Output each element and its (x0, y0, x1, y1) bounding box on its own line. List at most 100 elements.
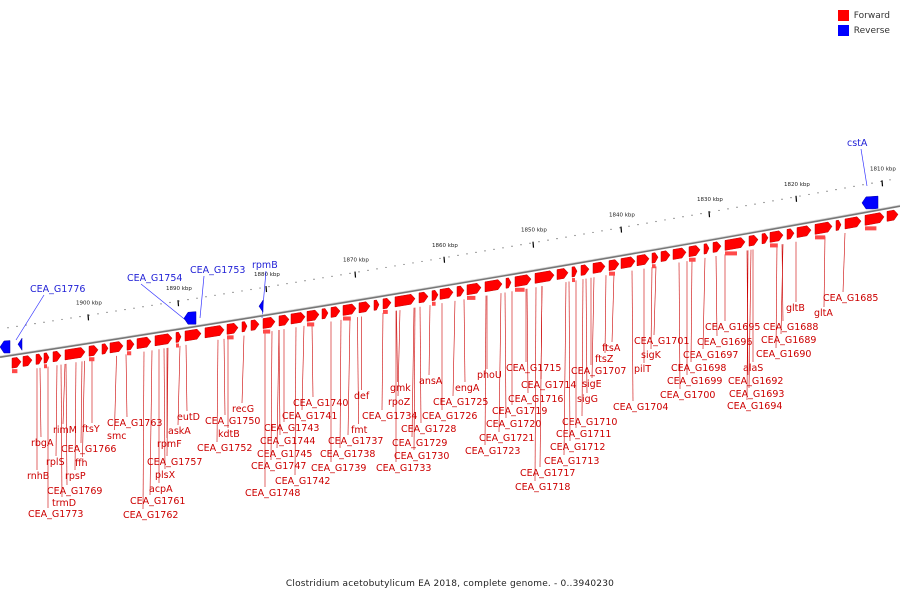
reverse-gene-label: cstA (847, 138, 868, 149)
scale-tick (443, 256, 446, 263)
scale-tick (87, 314, 90, 321)
forward-gene-label: CEA_G1750 (205, 416, 260, 427)
forward-leader-line (223, 338, 226, 416)
forward-leader-line (591, 277, 595, 379)
forward-gene-fragment (770, 243, 778, 248)
forward-leader-line (142, 351, 145, 510)
scale-minor-tick (574, 234, 576, 237)
forward-gene-arrow (651, 252, 659, 264)
scale-tick (354, 271, 357, 278)
reverse-leader-line (860, 148, 868, 187)
forward-gene-arrow (786, 228, 795, 240)
forward-gene-label: rbgA (31, 438, 54, 449)
scale-minor-tick (322, 277, 324, 279)
genome-backbone-highlight (0, 204, 900, 357)
forward-gene-arrow (241, 321, 248, 333)
forward-gene-label: CEA_G1773 (28, 509, 83, 520)
forward-leader-line (585, 278, 588, 394)
forward-gene-arrow (608, 259, 620, 271)
scale-minor-tick (808, 193, 810, 196)
scale-minor-tick (268, 285, 270, 288)
scale-minor-tick (457, 254, 459, 257)
forward-leader-line (397, 310, 401, 397)
forward-gene-label: CEA_G1761 (130, 496, 185, 507)
scale-minor-tick (286, 283, 288, 285)
forward-gene-arrow (636, 254, 650, 267)
scale-minor-tick (304, 280, 306, 282)
scale-minor-tick (646, 222, 648, 224)
forward-gene-label: CEA_G1717 (520, 468, 575, 479)
forward-leader-line (39, 367, 42, 438)
scale-tick-label: 1820 kbp (784, 182, 810, 188)
scale-minor-tick (439, 257, 441, 260)
reverse-gene-arrow (0, 340, 11, 354)
forward-gene-arrow (250, 319, 260, 331)
forward-gene-label: recG (232, 404, 254, 415)
scale-minor-tick (403, 263, 405, 266)
forward-gene-label: CEA_G1688 (763, 322, 818, 333)
reverse-leader-line (199, 275, 205, 319)
forward-leader-line (715, 255, 718, 337)
scale-minor-tick (475, 251, 477, 253)
scale-minor-tick (880, 180, 882, 183)
reverse-gene-arrow (861, 195, 879, 210)
forward-gene-label: CEA_G1716 (508, 394, 563, 405)
scale-minor-tick (52, 320, 54, 322)
forward-gene-fragment (44, 364, 47, 369)
forward-swatch (837, 10, 849, 21)
forward-gene-label: CEA_G1744 (260, 436, 315, 447)
forward-gene-arrow (22, 355, 33, 367)
forward-gene-label: CEA_G1697 (683, 350, 738, 361)
forward-leader-line (498, 293, 502, 433)
scale-minor-tick (466, 253, 468, 255)
forward-gene-label: CEA_G1714 (521, 380, 576, 391)
forward-leader-line (631, 270, 634, 402)
forward-leader-line (746, 250, 749, 376)
forward-leader-line (185, 344, 188, 412)
forward-leader-line (678, 262, 681, 390)
forward-gene-label: plsX (155, 470, 176, 481)
scale-minor-tick (673, 217, 675, 219)
forward-gene-fragment (263, 329, 271, 334)
forward-gene-label: CEA_G1700 (660, 390, 715, 401)
forward-gene-arrow (672, 247, 687, 260)
forward-leader-line (177, 345, 181, 426)
scale-minor-tick (871, 182, 873, 184)
forward-gene-label: CEA_G1701 (634, 336, 689, 347)
forward-leader-line (241, 335, 245, 404)
forward-leader-line (650, 267, 653, 350)
forward-gene-label: CEA_G1710 (562, 417, 617, 428)
forward-gene-label: acpA (149, 484, 173, 495)
forward-gene-label: CEA_G1734 (362, 411, 417, 422)
forward-gene-arrow (844, 216, 862, 230)
forward-gene-label: CEA_G1728 (401, 424, 456, 435)
forward-gene-label: engA (455, 383, 480, 394)
scale-minor-tick (799, 195, 801, 197)
label-leader-lines (15, 148, 868, 510)
forward-gene-arrow (534, 270, 555, 284)
scale-minor-tick (115, 310, 117, 312)
scale-minor-tick (142, 306, 144, 308)
forward-gene-arrow (484, 279, 503, 293)
forward-gene-arrow (136, 336, 152, 349)
scale-minor-tick (34, 323, 36, 325)
forward-gene-fragment (127, 351, 132, 356)
forward-leader-line (216, 339, 219, 443)
reverse-leader-line (140, 283, 189, 323)
forward-gene-arrow (88, 345, 99, 357)
forward-gene-label: CEA_G1762 (123, 510, 178, 521)
forward-gene-label: CEA_G1692 (728, 376, 783, 387)
scale-minor-tick (7, 327, 9, 329)
forward-gene-arrow (712, 241, 722, 253)
forward-leader-line (463, 299, 466, 383)
forward-gene-label: CEA_G1737 (328, 436, 383, 447)
scale-minor-tick (367, 269, 369, 271)
scale-tick (708, 211, 711, 218)
scale-minor-tick (484, 250, 486, 252)
forward-gene-label: CEA_G1690 (756, 349, 811, 360)
scale-minor-tick (340, 274, 342, 276)
forward-leader-line (278, 329, 281, 436)
scale-minor-tick (385, 266, 387, 269)
forward-gene-fragment (227, 335, 234, 340)
forward-leader-line (357, 317, 359, 425)
